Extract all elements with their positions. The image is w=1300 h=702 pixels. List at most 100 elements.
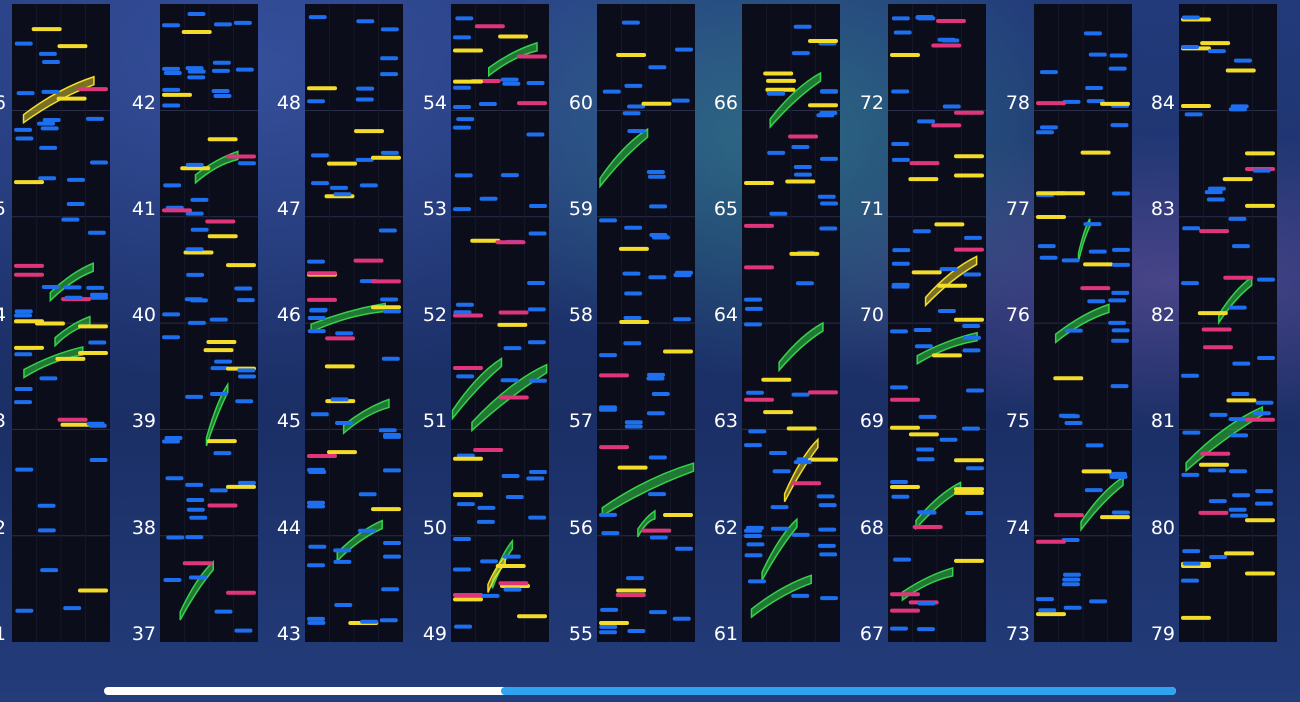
tap-note [671, 98, 690, 103]
slide-note [1080, 475, 1124, 532]
tap-note [648, 610, 667, 615]
tap-note [624, 225, 643, 230]
tap-note [503, 587, 522, 592]
tap-note [918, 510, 937, 515]
flick-note [909, 161, 940, 166]
measure-number: 67 [859, 623, 884, 645]
chart-column-61[interactable] [742, 4, 840, 642]
tap-note [1204, 190, 1223, 195]
tap-note [456, 117, 475, 122]
tap-note [1181, 15, 1200, 20]
slide-note [924, 255, 978, 308]
tap-note [379, 618, 398, 623]
tap-note [1085, 85, 1104, 90]
flick-note [1053, 513, 1084, 518]
tap-note [1181, 373, 1199, 378]
flick-note [498, 581, 529, 586]
tap-note [791, 593, 810, 598]
tap-note [793, 164, 812, 169]
tap-note [188, 575, 207, 580]
tap-note [86, 285, 105, 290]
gold-note [371, 507, 401, 512]
chart-column-49[interactable] [451, 4, 549, 642]
gold-note [1224, 551, 1255, 556]
tap-note [1112, 191, 1130, 196]
measure-number: 6 [0, 93, 6, 113]
tap-note [1182, 430, 1201, 435]
tap-note [453, 125, 471, 130]
gold-note [1036, 214, 1066, 219]
slide-note [778, 321, 824, 373]
measure-number: 76 [1005, 304, 1030, 327]
chart-column-43[interactable] [305, 4, 403, 642]
tap-note [66, 201, 85, 206]
measure-number: 70 [859, 304, 884, 327]
tap-note [333, 559, 352, 564]
gold-note [1100, 515, 1130, 520]
gold-note [1245, 518, 1275, 523]
gold-note [207, 234, 238, 239]
tap-note [964, 235, 983, 240]
tap-note [1083, 222, 1102, 227]
tap-note [1231, 392, 1250, 397]
tap-note [601, 531, 620, 536]
tap-note [912, 229, 931, 234]
gold-note [181, 30, 212, 35]
gold-note [954, 317, 984, 322]
tap-note [14, 313, 32, 318]
flick-note [1036, 101, 1066, 106]
chart-column-73[interactable] [1034, 4, 1132, 642]
tap-note [1087, 299, 1106, 304]
tap-note [819, 552, 838, 557]
flick-note [14, 272, 44, 277]
tap-note [307, 504, 325, 509]
tap-note [455, 16, 474, 21]
gold-note [78, 324, 108, 329]
tap-note [163, 70, 182, 75]
slide-note [451, 357, 503, 421]
tap-note [770, 526, 789, 531]
tap-note [1228, 305, 1247, 310]
tap-note [63, 285, 82, 290]
tap-note [333, 548, 352, 553]
tap-note [310, 412, 329, 417]
tap-note [891, 89, 910, 94]
tap-note [39, 376, 58, 381]
tap-note [234, 628, 253, 633]
chart-column-79[interactable] [1179, 4, 1277, 642]
slide-note [194, 150, 239, 185]
measure-number: 82 [1150, 304, 1175, 327]
tap-note [1209, 412, 1228, 417]
tap-note [793, 460, 812, 465]
chart-column-37[interactable] [160, 4, 258, 642]
tap-note [937, 37, 956, 42]
chart-column-67[interactable] [888, 4, 986, 642]
chart-column-55[interactable] [597, 4, 695, 642]
tap-note [599, 630, 617, 635]
tap-note [747, 579, 766, 584]
gold-note [1198, 462, 1229, 467]
tap-note [1108, 298, 1127, 303]
tap-note [1182, 549, 1201, 554]
tap-note [190, 197, 209, 202]
tap-note [1108, 66, 1127, 71]
tap-note [37, 528, 56, 533]
tap-note [649, 232, 668, 237]
tap-note [1083, 31, 1102, 36]
tap-note [214, 359, 233, 364]
tap-note [334, 420, 353, 425]
tap-note [1063, 605, 1082, 610]
scrollbar-thumb[interactable] [500, 687, 1176, 695]
tap-note [39, 145, 58, 150]
tap-note [378, 228, 397, 233]
tap-note [476, 519, 495, 524]
measure-number: 45 [276, 410, 301, 433]
tap-note [966, 466, 984, 471]
tap-note [190, 227, 209, 232]
tap-note [1228, 417, 1247, 422]
flick-note [453, 592, 483, 597]
chart-column-31[interactable] [12, 4, 110, 642]
measure-number: 43 [276, 623, 301, 645]
tap-note [380, 150, 399, 155]
horizontal-scrollbar[interactable] [104, 687, 1176, 695]
